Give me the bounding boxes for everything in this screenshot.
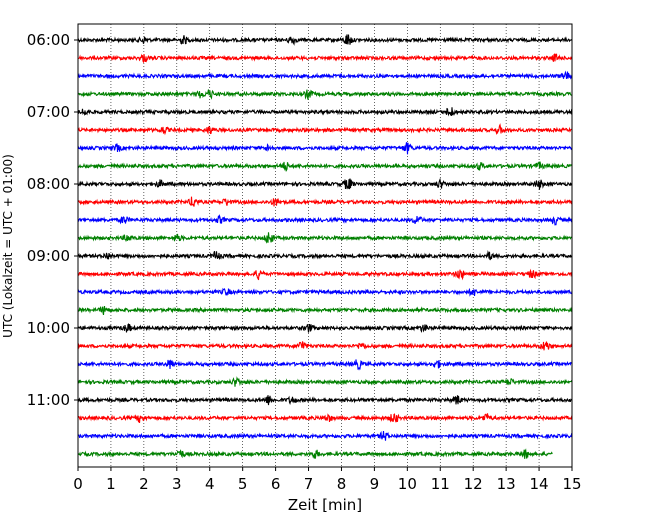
x-tick-label: 0: [73, 475, 83, 493]
x-tick-label: 1: [106, 475, 116, 493]
x-tick-label: 7: [304, 475, 314, 493]
x-tick-label: 10: [398, 475, 417, 493]
x-axis-label: Zeit [min]: [288, 496, 362, 514]
plot-frame: [77, 23, 573, 468]
grid-lines: [110, 24, 540, 467]
y-axis-label: UTC (Lokalzeit = UTC + 01:00): [1, 154, 15, 338]
x-tick-label: 6: [271, 475, 281, 493]
x-tick-label: 9: [370, 475, 380, 493]
trace-0815: [77, 196, 573, 207]
y-tick-label: 09:00: [27, 247, 70, 265]
trace-0700: [77, 107, 573, 117]
trace-1000: [77, 323, 573, 334]
trace-0830: [77, 213, 573, 226]
trace-0715: [77, 123, 573, 136]
y-tick-label: 10:00: [27, 319, 70, 337]
x-tick-label: 4: [205, 475, 215, 493]
trace-0900: [77, 250, 573, 261]
trace-1030: [77, 359, 573, 371]
trace-0945: [78, 305, 573, 316]
y-tick-label: 08:00: [27, 175, 70, 193]
x-axis-ticks: 0 1 2 3 4 5 6 7 8 9 10 11 12 13 14 15: [73, 467, 582, 493]
trace-1145: [77, 448, 553, 459]
trace-0645: [77, 89, 573, 100]
y-axis-ticks: 06:00 07:00 08:00 09:00 10:00 11:00: [27, 31, 78, 409]
y-tick-label: 11:00: [27, 391, 70, 409]
trace-1015: [77, 341, 573, 351]
x-tick-label: 14: [530, 475, 549, 493]
x-tick-label: 13: [497, 475, 516, 493]
trace-1100: [77, 395, 573, 406]
x-tick-label: 3: [172, 475, 182, 493]
trace-0800: [77, 177, 573, 190]
trace-0600: [77, 34, 573, 46]
trace-0745: [77, 161, 573, 172]
trace-1130: [77, 430, 573, 441]
trace-1045: [77, 376, 573, 387]
trace-0930: [77, 287, 573, 297]
x-tick-label: 11: [431, 475, 450, 493]
trace-lines: [77, 34, 573, 459]
trace-0730: [77, 142, 573, 155]
x-tick-label: 12: [464, 475, 483, 493]
trace-0630: [77, 70, 573, 80]
trace-0915: [77, 268, 573, 281]
x-tick-label: 8: [337, 475, 347, 493]
trace-0845: [77, 232, 573, 244]
y-tick-label: 06:00: [27, 31, 70, 49]
trace-1115: [77, 413, 573, 423]
x-tick-label: 2: [139, 475, 149, 493]
trace-0615: [77, 53, 573, 64]
x-tick-label: 5: [238, 475, 248, 493]
x-tick-label: 15: [562, 475, 581, 493]
y-tick-label: 07:00: [27, 103, 70, 121]
